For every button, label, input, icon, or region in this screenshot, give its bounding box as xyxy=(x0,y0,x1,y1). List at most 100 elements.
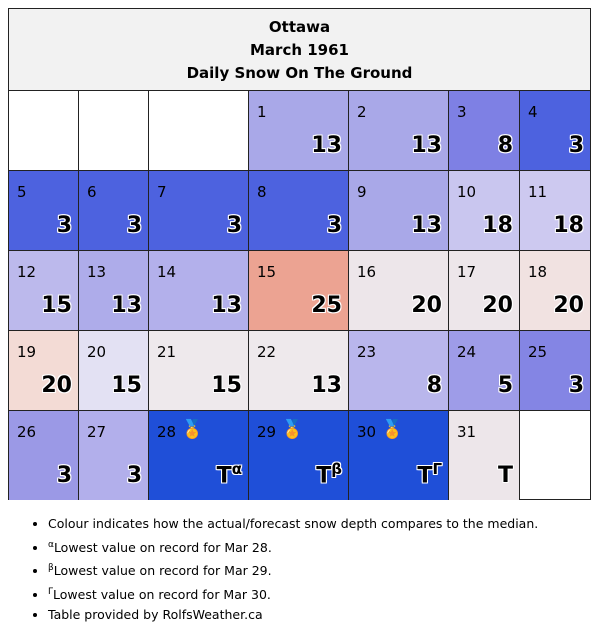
snow-depth-text: T xyxy=(316,463,332,488)
snow-depth-text: 25 xyxy=(311,293,342,318)
snow-depth-text: 13 xyxy=(211,293,242,318)
day-cell-24: 24 5 xyxy=(449,331,520,411)
empty-cell xyxy=(520,411,590,500)
snow-depth-value: 5 xyxy=(498,373,513,398)
day-number: 26 xyxy=(17,423,37,441)
day-number: 15 xyxy=(257,263,277,281)
day-number: 6 xyxy=(87,183,97,201)
snow-depth-text: 18 xyxy=(482,213,513,238)
snow-depth-text: 3 xyxy=(326,213,342,238)
snow-depth-value: T xyxy=(498,463,513,488)
snow-depth-value: 13 xyxy=(111,293,142,318)
day-cell-2: 2 13 xyxy=(349,91,449,171)
day-cell-16: 16 20 xyxy=(349,251,449,331)
day-number: 1 xyxy=(257,103,267,121)
snow-depth-value: Tα xyxy=(217,460,242,488)
snow-depth-value: 3 xyxy=(57,213,72,238)
snow-calendar: Ottawa March 1961 Daily Snow On The Grou… xyxy=(8,8,591,500)
snow-depth-value: 15 xyxy=(41,293,72,318)
day-cell-18: 18 20 xyxy=(520,251,590,331)
note-text: Lowest value on record for Mar 28. xyxy=(53,539,272,555)
snow-depth-value: 3 xyxy=(227,213,242,238)
snow-depth-text: 8 xyxy=(497,133,513,158)
day-number: 28 xyxy=(157,423,177,441)
snow-depth-value: 13 xyxy=(311,133,342,158)
empty-cell xyxy=(9,91,79,171)
snow-depth-text: 5 xyxy=(497,373,513,398)
day-number: 11 xyxy=(528,183,548,201)
snow-depth-value: 15 xyxy=(111,373,142,398)
snow-depth-value: 8 xyxy=(427,373,442,398)
snow-depth-text: 18 xyxy=(553,213,584,238)
day-number: 22 xyxy=(257,343,277,361)
snow-depth-value: 13 xyxy=(311,373,342,398)
day-number: 8 xyxy=(257,183,267,201)
snow-depth-text: 13 xyxy=(311,373,342,398)
snow-depth-text: 20 xyxy=(411,293,442,318)
month-title: March 1961 xyxy=(250,41,349,59)
day-cell-23: 23 8 xyxy=(349,331,449,411)
snow-depth-text: 15 xyxy=(41,293,72,318)
snow-depth-text: 3 xyxy=(126,463,142,488)
day-cell-13: 13 13 xyxy=(79,251,149,331)
snow-depth-value: 3 xyxy=(127,463,142,488)
day-cell-20: 20 15 xyxy=(79,331,149,411)
day-number: 10 xyxy=(457,183,477,201)
snow-depth-value: Tβ xyxy=(316,460,342,488)
day-number: 18 xyxy=(528,263,548,281)
day-cell-21: 21 15 xyxy=(149,331,249,411)
city-title: Ottawa xyxy=(268,18,331,36)
snow-depth-value: 3 xyxy=(57,463,72,488)
day-cell-27: 27 3 xyxy=(79,411,149,500)
day-number: 19 xyxy=(17,343,37,361)
snow-depth-value: 3 xyxy=(127,213,142,238)
day-number: 7 xyxy=(157,183,167,201)
snow-depth-value: 3 xyxy=(569,133,584,158)
day-number: 23 xyxy=(357,343,377,361)
note-item: βLowest value on record for Mar 29. xyxy=(48,558,538,582)
snow-depth-value: 25 xyxy=(311,293,342,318)
day-number: 13 xyxy=(87,263,107,281)
snow-depth-value: 15 xyxy=(211,373,242,398)
note-marker: Γ xyxy=(48,586,54,597)
note-text: Table provided by RolfsWeather.ca xyxy=(48,607,263,623)
medal-icon: 🏅 xyxy=(181,419,204,440)
day-cell-19: 19 20 xyxy=(9,331,79,411)
snow-depth-value: 20 xyxy=(553,293,584,318)
day-cell-26: 26 3 xyxy=(9,411,79,500)
notes-list: Colour indicates how the actual/forecast… xyxy=(26,514,538,626)
day-cell-11: 11 18 xyxy=(520,171,590,251)
snow-depth-value: 20 xyxy=(411,293,442,318)
snow-depth-text: T xyxy=(497,463,513,488)
snow-depth-value: 20 xyxy=(41,373,72,398)
snow-depth-text: 8 xyxy=(426,373,442,398)
snow-depth-text: 20 xyxy=(553,293,584,318)
day-number: 12 xyxy=(17,263,37,281)
day-number: 16 xyxy=(357,263,377,281)
snow-depth-text: 3 xyxy=(568,373,584,398)
day-cell-1: 1 13 xyxy=(249,91,349,171)
day-cell-12: 12 15 xyxy=(9,251,79,331)
day-number: 2 xyxy=(357,103,367,121)
day-number: 31 xyxy=(457,423,477,441)
day-cell-14: 14 13 xyxy=(149,251,249,331)
empty-cell xyxy=(149,91,249,171)
note-item: Table provided by RolfsWeather.ca xyxy=(48,605,538,626)
snow-depth-text: T xyxy=(417,463,433,488)
note-item: ΓLowest value on record for Mar 30. xyxy=(48,582,538,606)
snow-depth-text: 3 xyxy=(56,213,72,238)
day-cell-31: 31 T xyxy=(449,411,520,500)
day-number: 5 xyxy=(17,183,27,201)
footnote-marker: β xyxy=(331,459,342,478)
snow-depth-text: 13 xyxy=(411,213,442,238)
snow-depth-value: 3 xyxy=(569,373,584,398)
day-number: 3 xyxy=(457,103,467,121)
day-number: 20 xyxy=(87,343,107,361)
day-number: 30 xyxy=(357,423,377,441)
day-number: 14 xyxy=(157,263,177,281)
